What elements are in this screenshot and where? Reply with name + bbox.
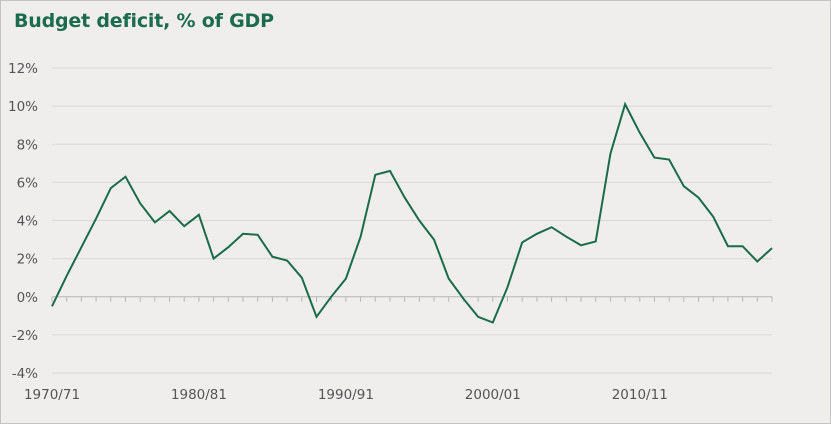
chart-title: Budget deficit, % of GDP (14, 10, 274, 32)
x-axis: 1970/71 1980/81 1990/91 2000/01 2010/11 (24, 296, 773, 403)
y-axis: 12% 10% 8% 6% 4% 2% 0% -2% -4% (8, 61, 38, 382)
x-tick-label: 1990/91 (318, 387, 374, 403)
y-tick-label: 4% (17, 214, 39, 230)
series-layer (51, 101, 773, 324)
y-tick-label: -2% (12, 328, 38, 344)
y-tick-label: -4% (12, 366, 38, 382)
x-tick-label: 2000/01 (465, 387, 521, 403)
x-tick-label: 2010/11 (612, 387, 668, 403)
series-line-0 (51, 101, 773, 324)
y-tick-label: 10% (8, 99, 38, 115)
y-tick-label: 6% (17, 175, 39, 191)
y-tick-label: 8% (17, 137, 39, 153)
y-tick-label: 12% (8, 61, 38, 77)
y-tick-label: 2% (17, 252, 39, 268)
x-tick-label: 1980/81 (171, 387, 227, 403)
gridlines (52, 67, 772, 374)
x-tick-label: 1970/71 (24, 387, 80, 403)
y-tick-label: 0% (17, 290, 39, 306)
